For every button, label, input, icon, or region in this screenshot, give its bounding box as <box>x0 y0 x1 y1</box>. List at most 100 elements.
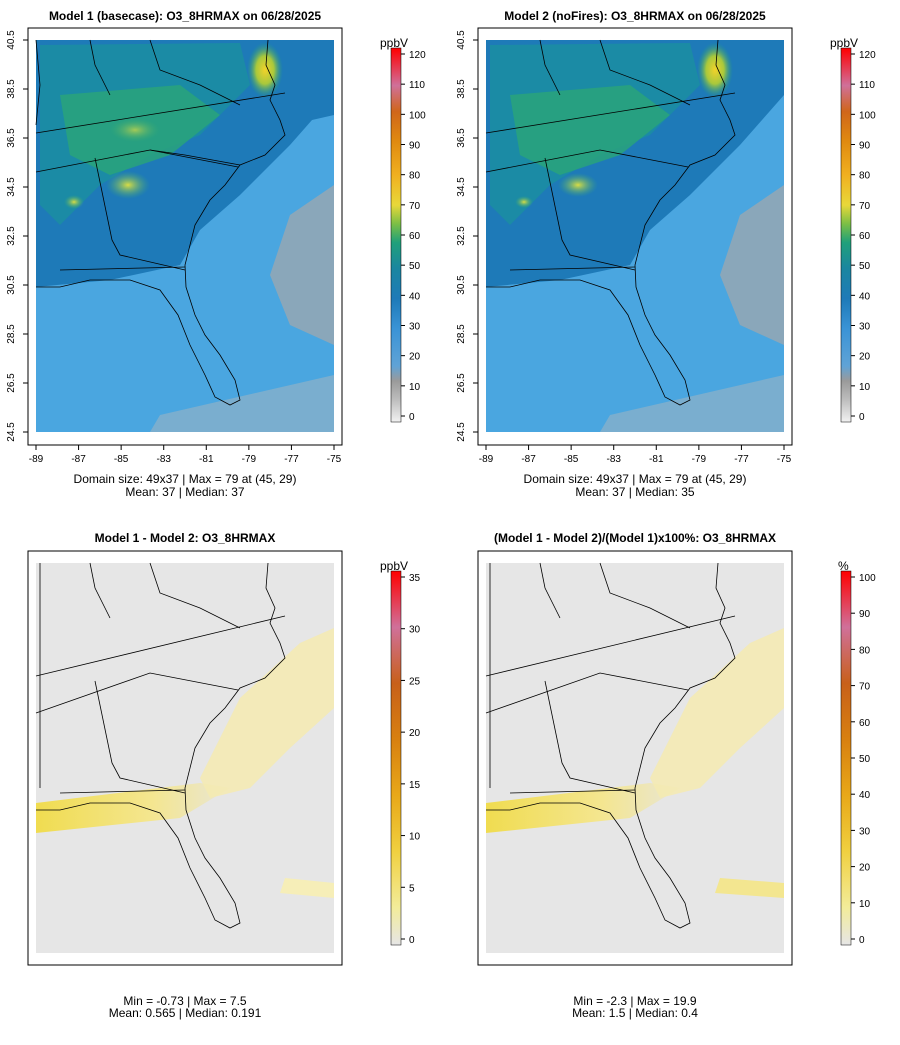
x-tick-label: -85 <box>114 454 129 465</box>
colorbar-tick-label: 110 <box>409 80 425 91</box>
x-tick-label: -75 <box>327 454 342 465</box>
colorbar-tick-label: 30 <box>409 322 421 333</box>
y-tick-label: 28.5 <box>6 324 17 344</box>
y-tick-label: 40.5 <box>456 30 467 50</box>
colorbar-tick-label: 70 <box>409 201 421 212</box>
colorbar-tick-label: 10 <box>409 382 421 393</box>
y-tick-label: 34.5 <box>6 177 17 197</box>
panel1-colorbar-fill <box>390 47 402 423</box>
x-tick-label: -79 <box>242 454 257 465</box>
panel2-colorbar-ticks: 0 10 20 30 40 50 60 70 80 90 100 110 120 <box>851 50 876 423</box>
colorbar-tick-label: 10 <box>409 832 421 843</box>
panel2-unit: ppbV <box>830 36 859 50</box>
x-tick-label: -89 <box>29 454 44 465</box>
panel3-title: Model 1 - Model 2: O3_8HRMAX <box>94 531 276 545</box>
x-tick-label: -79 <box>692 454 707 465</box>
colorbar-tick-label: 30 <box>859 826 871 837</box>
panel1-caption-1: Domain size: 49x37 | Max = 79 at (45, 29… <box>73 472 297 486</box>
x-tick-label: -81 <box>649 454 664 465</box>
y-tick-label: 28.5 <box>456 324 467 344</box>
panel4-colorbar-fill <box>840 570 852 946</box>
panel3-colorbar-ticks: 0 5 10 15 20 25 30 35 <box>401 573 421 946</box>
panel3-field <box>36 563 334 953</box>
panel4-caption-1: Min = -2.3 | Max = 19.9 <box>573 994 697 1008</box>
panel4-map <box>477 550 793 966</box>
colorbar-tick-label: 100 <box>859 573 876 584</box>
panel2-field <box>486 40 784 432</box>
y-tick-label: 32.5 <box>6 226 17 246</box>
y-tick-label: 36.5 <box>456 128 467 148</box>
colorbar-tick-label: 100 <box>859 110 876 121</box>
colorbar-tick-label: 0 <box>409 412 415 423</box>
colorbar-tick-label: 25 <box>409 676 421 687</box>
panel1-caption-2: Mean: 37 | Median: 37 <box>125 485 245 499</box>
y-tick-label: 24.5 <box>456 422 467 442</box>
colorbar-tick-label: 60 <box>859 231 871 242</box>
panel1-y-axis: 24.5 26.5 28.5 30.5 32.5 34.5 36.5 38.5 40.5 <box>6 30 28 442</box>
panel2-y-axis: 24.5 26.5 28.5 30.5 32.5 34.5 36.5 38.5 40.5 <box>456 30 478 442</box>
panel1-colorbar-ticks: 0 10 20 30 40 50 60 70 80 90 100 110 120 <box>401 50 426 423</box>
colorbar-tick-label: 80 <box>859 645 871 656</box>
colorbar-tick-label: 0 <box>859 412 865 423</box>
colorbar-tick-label: 20 <box>859 352 871 363</box>
colorbar-tick-label: 5 <box>409 883 415 894</box>
x-tick-label: -83 <box>156 454 171 465</box>
panel4-field <box>486 563 784 953</box>
y-tick-label: 34.5 <box>456 177 467 197</box>
panel2-title: Model 2 (noFires): O3_8HRMAX on 06/28/20… <box>504 9 766 23</box>
x-tick-label: -83 <box>606 454 621 465</box>
panel2-colorbar-fill <box>840 47 852 423</box>
panel1-boundaries <box>35 39 286 406</box>
x-tick-label: -77 <box>284 454 299 465</box>
panel2-caption-2: Mean: 37 | Median: 35 <box>575 485 695 499</box>
panel4-title: (Model 1 - Model 2)/(Model 1)x100%: O3_8… <box>493 531 777 545</box>
panel2-colorbar: 0 10 20 30 40 50 60 70 80 90 100 110 120 <box>840 47 876 423</box>
colorbar-tick-label: 40 <box>859 291 871 302</box>
panel4-caption-2: Mean: 1.5 | Median: 0.4 <box>572 1006 698 1020</box>
panel4-colorbar-ticks: 0 10 20 30 40 50 60 70 80 90 100 <box>851 573 876 946</box>
colorbar-tick-label: 110 <box>859 80 875 91</box>
colorbar-tick-label: 120 <box>409 50 426 61</box>
colorbar-tick-label: 15 <box>409 780 421 791</box>
panel3-map <box>27 550 343 966</box>
panel1-map: -89 -87 -85 -83 -81 -79 -77 -75 24.5 26.5 28.5 30.… <box>6 27 343 465</box>
colorbar-tick-label: 70 <box>859 682 871 693</box>
x-tick-label: -89 <box>479 454 494 465</box>
colorbar-tick-label: 40 <box>409 291 421 302</box>
y-tick-label: 32.5 <box>456 226 467 246</box>
colorbar-tick-label: 120 <box>859 50 876 61</box>
panel1-title: Model 1 (basecase): O3_8HRMAX on 06/28/2… <box>48 9 322 23</box>
colorbar-tick-label: 30 <box>859 322 871 333</box>
panel3-colorbar: 0 5 10 15 20 25 30 35 <box>390 570 421 946</box>
y-tick-label: 26.5 <box>456 373 467 393</box>
x-tick-label: -81 <box>199 454 214 465</box>
panel1-colorbar: 0 10 20 30 40 50 60 70 80 90 100 110 120 <box>390 47 426 423</box>
colorbar-tick-label: 30 <box>409 625 421 636</box>
panel2-x-axis: -89 -87 -85 -83 -81 -79 -77 -75 <box>479 445 792 465</box>
colorbar-tick-label: 40 <box>859 790 871 801</box>
y-tick-label: 38.5 <box>6 79 17 99</box>
panel2-caption-1: Domain size: 49x37 | Max = 79 at (45, 29… <box>523 472 747 486</box>
colorbar-tick-label: 20 <box>859 863 871 874</box>
panel3-unit: ppbV <box>380 559 409 573</box>
colorbar-tick-label: 50 <box>859 261 871 272</box>
panel3-caption-2: Mean: 0.565 | Median: 0.191 <box>108 1006 262 1020</box>
colorbar-tick-label: 90 <box>859 609 871 620</box>
panel3-colorbar-fill <box>390 570 402 946</box>
x-tick-label: -87 <box>521 454 536 465</box>
colorbar-tick-label: 90 <box>409 141 421 152</box>
colorbar-tick-label: 20 <box>409 728 421 739</box>
panel2-boundaries <box>485 39 736 406</box>
colorbar-tick-label: 10 <box>859 899 871 910</box>
y-tick-label: 38.5 <box>456 79 467 99</box>
panel1-unit: ppbV <box>380 36 409 50</box>
colorbar-tick-label: 0 <box>409 935 415 946</box>
panel1-field <box>36 40 334 432</box>
x-tick-label: -85 <box>564 454 579 465</box>
x-tick-label: -77 <box>734 454 749 465</box>
y-tick-label: 40.5 <box>6 30 17 50</box>
panel4-colorbar: 0 10 20 30 40 50 60 70 80 90 100 <box>840 570 876 946</box>
colorbar-tick-label: 35 <box>409 573 421 584</box>
x-tick-label: -75 <box>777 454 792 465</box>
colorbar-tick-label: 80 <box>409 171 421 182</box>
